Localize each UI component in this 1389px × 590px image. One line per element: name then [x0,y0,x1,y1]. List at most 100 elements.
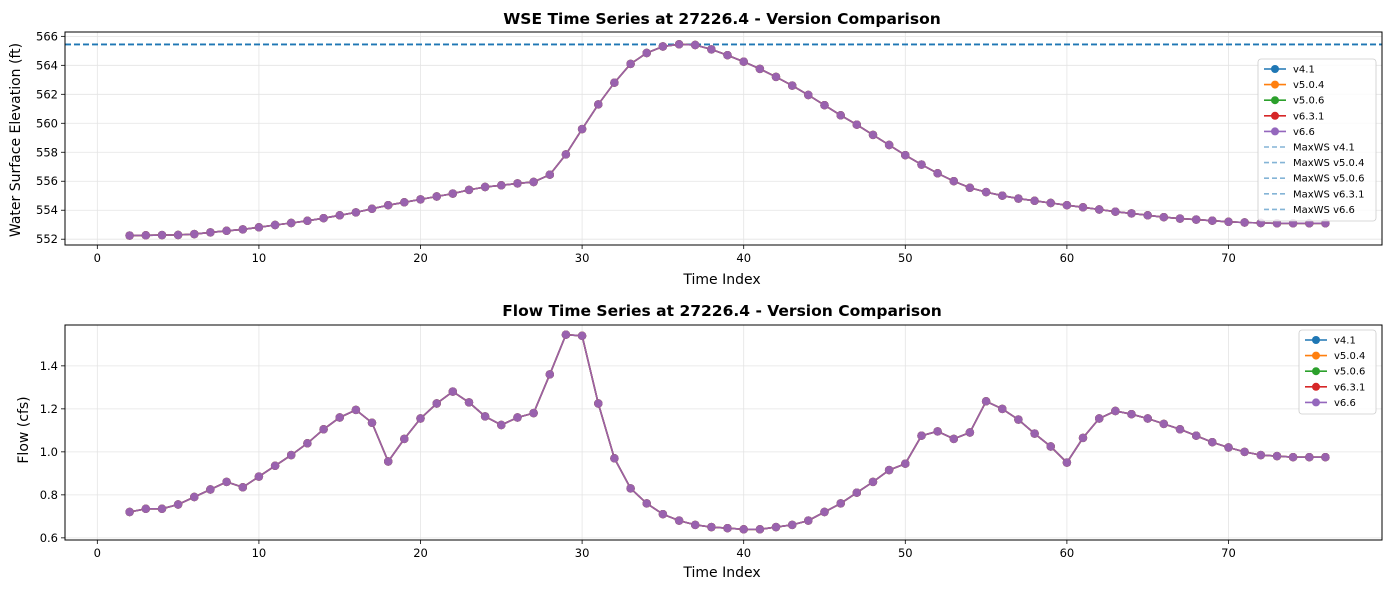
data-point [384,457,393,466]
data-point [464,398,474,407]
x-tick-label: 20 [413,546,428,560]
data-point [1062,458,1072,467]
data-point [658,42,668,51]
flow-x-axis-label: Time Index [682,565,760,581]
data-point [1030,429,1039,438]
data-point [739,525,748,534]
legend-label: v5.0.6 [1334,367,1365,378]
x-tick-label: 70 [1221,251,1236,265]
x-tick-label: 60 [1060,546,1075,560]
x-tick-label: 70 [1221,546,1236,560]
legend-label: v6.6 [1334,398,1356,409]
data-point [674,40,684,49]
legend-label: v6.6 [1293,127,1315,138]
data-point [674,516,684,525]
data-point [254,223,264,232]
data-point [1240,218,1249,227]
data-point [270,220,280,230]
data-point [432,399,441,408]
data-point [448,387,457,396]
data-point [545,370,554,379]
data-point [351,208,361,217]
data-point [836,499,845,508]
legend-marker [1271,127,1279,136]
data-point [788,520,797,530]
data-point [416,414,425,423]
x-tick-label: 50 [898,546,913,560]
legend-marker [1312,398,1320,407]
legend-box [1298,329,1377,415]
data-point [480,412,490,421]
x-tick-label: 60 [1060,251,1075,265]
y-tick-label: 552 [36,232,58,246]
y-tick-label: 1.4 [40,359,58,373]
data-point [1095,414,1104,423]
data-point [416,195,425,204]
data-point [254,472,264,481]
data-point [771,522,781,532]
data-point [852,120,861,129]
y-tick-label: 564 [36,58,58,72]
data-point [1014,415,1023,424]
data-point [206,228,215,237]
data-point [771,72,781,82]
data-point [901,459,910,468]
data-point [480,182,490,192]
wse-legend: v4.1 v5.0.4 v5.0.6 v6.3.1 v6.6 MaxWS v4.1 MaxW… [1257,58,1377,222]
data-point [1046,198,1055,208]
data-point [917,160,926,169]
data-point [157,230,167,240]
data-point [804,516,813,525]
legend-marker [1312,367,1320,376]
x-tick-label: 10 [252,546,267,560]
data-point [1192,215,1201,224]
data-point [190,492,199,502]
data-point [561,330,571,339]
data-point [1175,214,1185,223]
wse-ticks: 0 10 20 30 40 50 60 70 552 554 556 558 560 562 564 566 [36,29,1236,265]
data-point [335,413,344,422]
legend-marker [1312,336,1320,344]
data-point [1175,425,1185,434]
legend-label: MaxWS v5.0.6 [1293,174,1364,185]
flow-series-points [125,330,1330,534]
data-point [157,504,167,513]
data-point [739,57,748,66]
flow-y-axis-label: Flow (cfs) [16,396,32,463]
data-point [1192,431,1201,440]
data-point [238,483,247,492]
data-point [626,484,635,493]
data-point [1272,451,1282,461]
data-point [1127,410,1136,419]
data-point [513,413,522,422]
data-point [610,454,619,463]
data-point [1321,453,1330,462]
data-point [933,169,942,178]
data-point [1030,196,1039,205]
data-point [1111,406,1120,416]
data-point [173,230,183,240]
x-tick-label: 50 [898,251,913,265]
x-tick-label: 0 [94,251,101,265]
data-point [755,64,765,74]
data-point [561,150,571,159]
data-point [1014,194,1023,203]
data-point [432,192,441,201]
data-point [1111,207,1120,216]
data-point [933,427,942,436]
data-point [642,48,651,58]
y-tick-label: 562 [36,87,58,101]
y-tick-label: 554 [36,203,58,217]
legend-label: v5.0.4 [1293,80,1324,91]
data-point [1224,217,1233,226]
legend-marker [1271,65,1279,73]
x-tick-label: 0 [94,546,101,560]
data-point [1078,203,1088,212]
wse-chart: 0 10 20 30 40 50 60 70552554556558560562564566 … [8,10,1383,288]
flow-ticks: 0 10 20 30 40 50 60 70 0.6 0.8 1.0 1.2 1.4 [40,359,1236,560]
data-point [642,499,651,508]
data-point [723,51,732,60]
legend-label: MaxWS v5.0.4 [1293,158,1364,169]
data-point [222,226,231,235]
